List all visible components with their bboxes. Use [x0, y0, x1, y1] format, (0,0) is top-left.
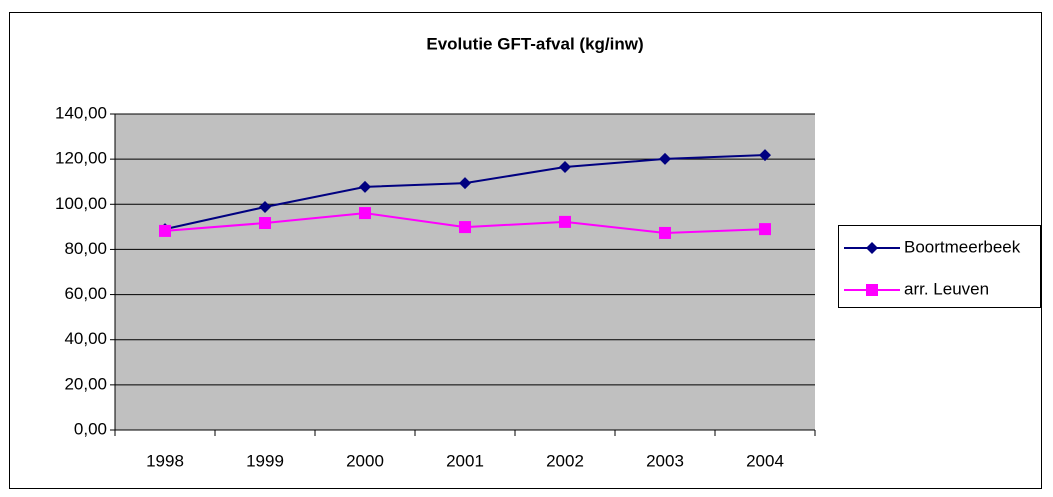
- data-point: [159, 224, 171, 237]
- data-point: [359, 207, 371, 220]
- data-point: [459, 177, 471, 190]
- legend-label: Boortmeerbeek: [904, 237, 1021, 256]
- x-tick-label: 2002: [546, 451, 584, 470]
- data-point: [659, 226, 671, 239]
- y-tick-label: 100,00: [55, 194, 107, 213]
- plot-area: [115, 114, 815, 430]
- data-point: [259, 217, 271, 230]
- legend-label: arr. Leuven: [904, 279, 989, 298]
- data-point: [559, 161, 571, 174]
- data-point: [659, 152, 671, 165]
- y-tick-label: 120,00: [55, 149, 107, 168]
- data-point: [759, 223, 771, 236]
- x-tick-label: 2003: [646, 451, 684, 470]
- data-point: [459, 221, 471, 234]
- legend-marker: [866, 242, 878, 254]
- chart-title: Evolutie GFT-afval (kg/inw): [426, 34, 643, 53]
- x-tick-label: 1999: [246, 451, 284, 470]
- y-tick-label: 140,00: [55, 103, 107, 122]
- data-point: [359, 180, 371, 193]
- x-tick-label: 2001: [446, 451, 484, 470]
- data-point: [559, 215, 571, 228]
- y-tick-label: 60,00: [64, 284, 107, 303]
- x-tick-label: 2000: [346, 451, 384, 470]
- y-tick-label: 0,00: [74, 419, 107, 438]
- data-point: [759, 149, 771, 162]
- y-tick-label: 20,00: [64, 374, 107, 393]
- y-tick-label: 40,00: [64, 329, 107, 348]
- y-tick-label: 80,00: [64, 239, 107, 258]
- legend-marker: [866, 284, 878, 296]
- data-point: [259, 200, 271, 213]
- x-tick-label: 2004: [746, 451, 784, 470]
- x-tick-label: 1998: [146, 451, 184, 470]
